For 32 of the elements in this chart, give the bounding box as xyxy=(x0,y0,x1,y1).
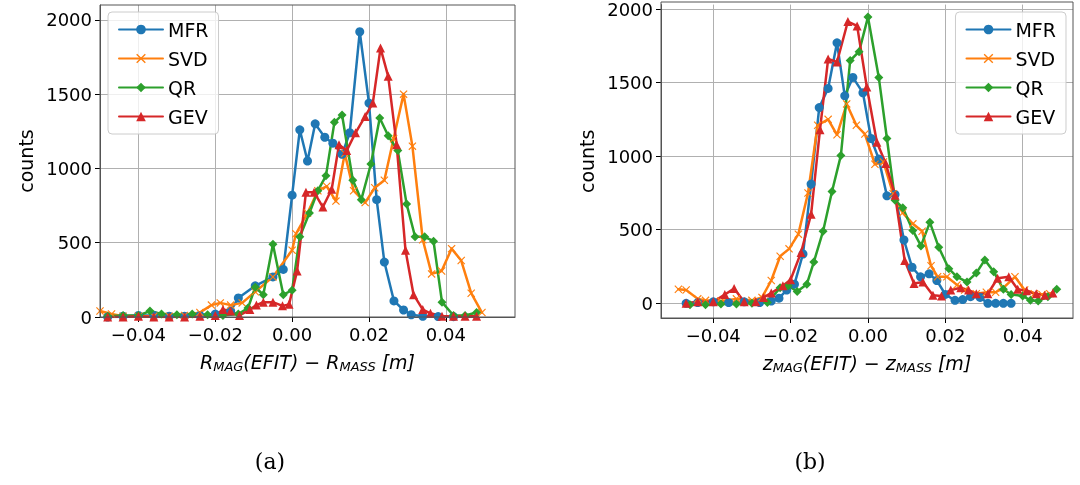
y-tick-label: 500 xyxy=(618,219,653,241)
y-tick-label: 2000 xyxy=(607,0,653,20)
y-tick-label: 2000 xyxy=(46,9,92,31)
text: (a) xyxy=(254,448,286,474)
text: (b) xyxy=(794,448,826,474)
legend-label: GEV xyxy=(168,105,208,128)
x-tick-label: 0.00 xyxy=(272,323,313,345)
legend-label: MFR xyxy=(1015,18,1057,41)
x-tick-label: −0.02 xyxy=(187,323,243,345)
x-tick-label: 0.00 xyxy=(847,324,889,346)
x-tick-label: 0.02 xyxy=(925,324,966,346)
x-tick-label: 0.02 xyxy=(348,323,390,345)
y-tick-label: 1500 xyxy=(46,83,92,105)
x-tick-label: 0.04 xyxy=(1002,324,1043,346)
x-tick-label: −0.02 xyxy=(763,324,819,346)
x-tick-label: −0.04 xyxy=(110,323,167,345)
y-axis-title: counts xyxy=(575,129,598,194)
y-tick-label: 1500 xyxy=(607,72,653,94)
legend-label: QR xyxy=(1015,76,1044,99)
y-tick-label: 1000 xyxy=(46,157,92,179)
legend-label: SVD xyxy=(168,47,208,70)
legend-label: GEV xyxy=(1015,105,1056,128)
y-tick-label: 0 xyxy=(80,306,92,328)
x-tick-label: 0.04 xyxy=(425,323,466,345)
y-tick-label: 0 xyxy=(641,292,653,314)
y-tick-label: 500 xyxy=(57,232,92,254)
legend-label: MFR xyxy=(168,18,209,41)
legend-label: SVD xyxy=(1015,47,1056,70)
x-tick-label: −0.04 xyxy=(685,324,741,346)
y-tick-label: 1000 xyxy=(607,145,653,167)
legend-label: QR xyxy=(168,76,197,99)
y-axis-title: counts xyxy=(14,129,37,193)
